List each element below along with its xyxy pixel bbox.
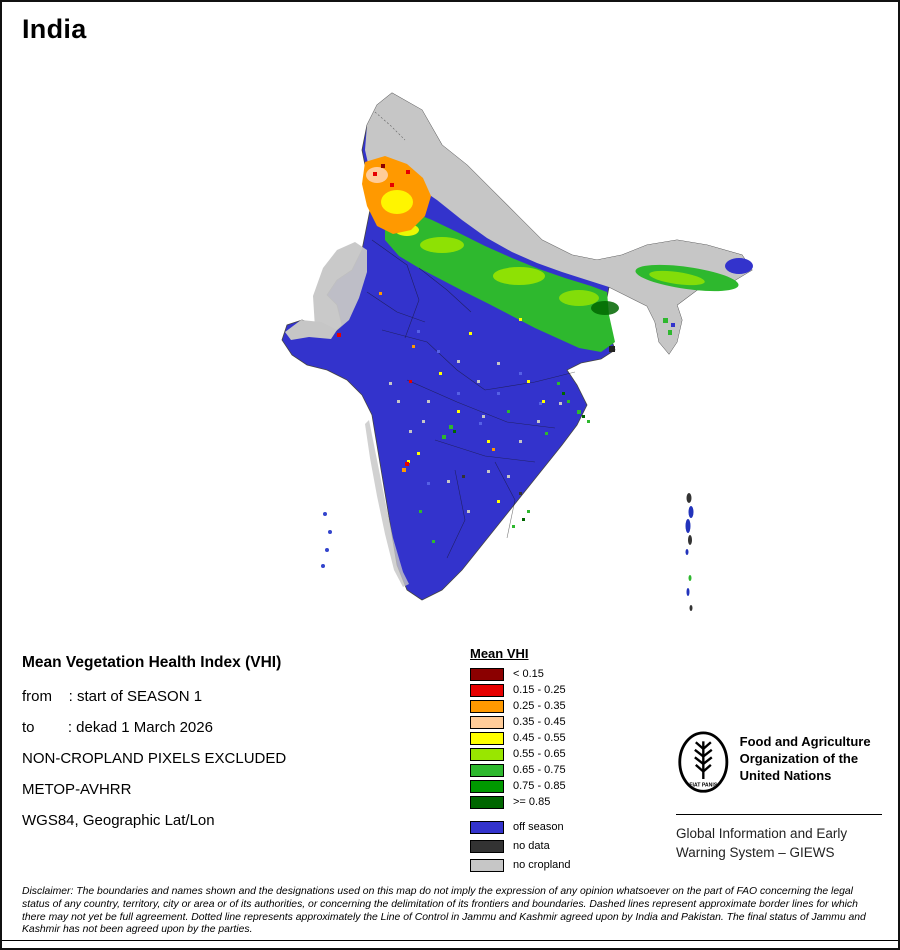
region-himalaya-no-cropland xyxy=(365,93,752,354)
legend-item-label: < 0.15 xyxy=(513,668,544,680)
legend-swatch xyxy=(470,716,504,729)
bottom-rule xyxy=(2,940,898,941)
legend-item-label: 0.75 - 0.85 xyxy=(513,780,566,792)
legend-swatch xyxy=(470,732,504,745)
info-line-proj: WGS84, Geographic Lat/Lon xyxy=(22,812,215,829)
legend-item: 0.35 - 0.45 xyxy=(470,716,571,729)
legend-title: Mean VHI xyxy=(470,646,529,661)
legend-item: 0.25 - 0.35 xyxy=(470,700,571,713)
legend-swatch xyxy=(470,668,504,681)
india-vhi-map xyxy=(281,92,753,611)
andaman-islands xyxy=(685,493,694,611)
legend-item-label: 0.25 - 0.35 xyxy=(513,700,566,712)
legend-item-label: 0.15 - 0.25 xyxy=(513,684,566,696)
region-rajasthan-no-cropland xyxy=(285,242,409,587)
disclaimer-text: Disclaimer: The boundaries and names sho… xyxy=(22,886,866,936)
page-title: India xyxy=(22,14,87,44)
region-punjab-stress xyxy=(362,156,431,234)
legend-item: 0.15 - 0.25 xyxy=(470,684,571,697)
legend-item-label: 0.55 - 0.65 xyxy=(513,748,566,760)
fao-separator xyxy=(676,814,882,815)
legend-swatch xyxy=(470,700,504,713)
map-base xyxy=(281,92,753,601)
legend-item: >= 0.85 xyxy=(470,796,571,809)
info-line-from: from : start of SEASON 1 xyxy=(22,688,203,705)
legend-item: off season xyxy=(470,821,571,834)
legend-item: 0.65 - 0.75 xyxy=(470,764,571,777)
legend-swatch xyxy=(470,840,504,853)
map-speckles xyxy=(337,292,615,543)
info-line-sensor: METOP-AVHRR xyxy=(22,781,132,798)
fao-logo-motto: FIAT PANIS xyxy=(689,783,718,789)
info-line-to: to : dekad 1 March 2026 xyxy=(22,719,213,736)
giews-text: Global Information and Early Warning Sys… xyxy=(676,826,848,860)
lakshadweep-islands xyxy=(321,512,332,568)
legend: Mean VHI < 0.15 0.15 - 0.25 0.25 - 0.35 … xyxy=(470,646,571,878)
state-boundaries xyxy=(366,111,576,559)
legend-swatch xyxy=(470,764,504,777)
legend-item-label: no cropland xyxy=(513,859,571,871)
legend-swatch xyxy=(470,859,504,872)
region-gangetic-plain xyxy=(385,210,619,352)
region-assam-valley xyxy=(635,258,753,335)
legend-item-label: 0.35 - 0.45 xyxy=(513,716,566,728)
legend-extra: off season no data no cropland xyxy=(470,821,571,872)
info-line-mask: NON-CROPLAND PIXELS EXCLUDED xyxy=(22,750,287,767)
fao-logo-icon: FIAT PANIS xyxy=(678,731,729,793)
map-info-block: Mean Vegetation Health Index (VHI) from … xyxy=(22,654,442,843)
fao-org-name: Food and Agriculture Organization of the… xyxy=(739,734,871,783)
fao-block: FIAT PANIS Food and Agriculture Organiza… xyxy=(676,728,886,862)
legend-item: 0.75 - 0.85 xyxy=(470,780,571,793)
legend-item: < 0.15 xyxy=(470,668,571,681)
info-heading: Mean Vegetation Health Index (VHI) xyxy=(22,654,282,671)
legend-swatch xyxy=(470,748,504,761)
legend-swatch xyxy=(470,780,504,793)
legend-item-label: 0.65 - 0.75 xyxy=(513,764,566,776)
legend-item: 0.45 - 0.55 xyxy=(470,732,571,745)
legend-swatch xyxy=(470,684,504,697)
legend-item: no data xyxy=(470,840,571,853)
legend-item: 0.55 - 0.65 xyxy=(470,748,571,761)
legend-item-label: >= 0.85 xyxy=(513,796,551,808)
legend-item-label: no data xyxy=(513,840,550,852)
legend-swatch xyxy=(470,796,504,809)
legend-item-label: off season xyxy=(513,821,564,833)
legend-item: no cropland xyxy=(470,859,571,872)
legend-item-label: 0.45 - 0.55 xyxy=(513,732,566,744)
legend-swatch xyxy=(470,821,504,834)
